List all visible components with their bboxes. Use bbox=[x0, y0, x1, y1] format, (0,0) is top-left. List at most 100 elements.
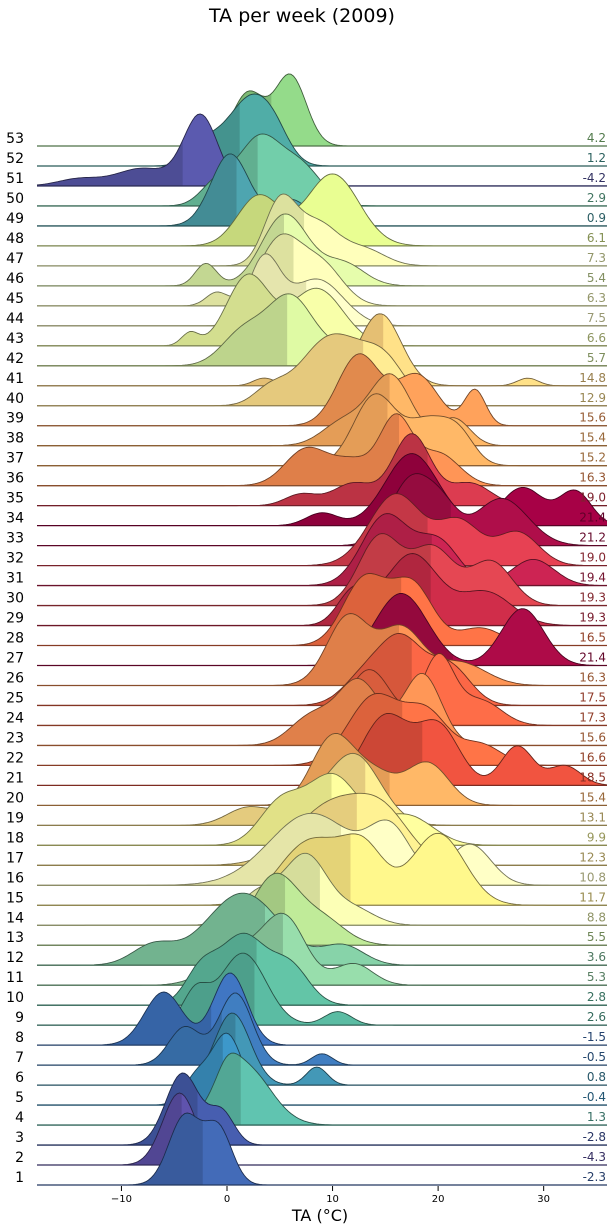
mean-labels: -2.3 -4.3 -2.8 1.3 -0.4 0.8 -0.5 -1.5 2.6 2.8 5.3 3… bbox=[579, 131, 606, 1184]
week-label-33: 33 bbox=[6, 531, 24, 547]
week-label-9: 9 bbox=[15, 1010, 24, 1026]
mean-label-week-12: 3.6 bbox=[587, 950, 606, 964]
ridge-area-left-week-42 bbox=[164, 293, 288, 366]
mean-label-week-33: 21.2 bbox=[579, 531, 606, 545]
mean-label-week-7: -0.5 bbox=[583, 1050, 606, 1064]
week-label-3: 3 bbox=[15, 1130, 24, 1146]
x-tick-label: 20 bbox=[432, 1194, 445, 1205]
ridge-area-left-week-5 bbox=[149, 1034, 223, 1106]
week-label-8: 8 bbox=[15, 1030, 24, 1046]
ridge-area-week-52 bbox=[37, 94, 607, 166]
mean-label-week-36: 16.3 bbox=[579, 471, 606, 485]
ridge-area-left-week-7 bbox=[37, 1010, 222, 1066]
ridge-area-week-2 bbox=[37, 1093, 607, 1165]
mean-label-week-40: 12.9 bbox=[579, 391, 606, 405]
mean-label-week-6: 0.8 bbox=[587, 1070, 606, 1084]
week-label-50: 50 bbox=[6, 191, 24, 207]
ridge-area-week-25 bbox=[37, 633, 607, 706]
mean-label-week-51: -4.2 bbox=[583, 171, 606, 185]
mean-label-week-10: 2.8 bbox=[587, 990, 606, 1004]
week-label-10: 10 bbox=[6, 990, 24, 1006]
mean-label-week-53: 4.2 bbox=[587, 131, 606, 145]
mean-label-week-4: 1.3 bbox=[587, 1110, 606, 1124]
mean-label-week-38: 15.4 bbox=[579, 431, 606, 445]
ridge-area-left-week-43 bbox=[37, 273, 297, 346]
week-label-15: 15 bbox=[6, 890, 24, 906]
mean-label-week-18: 9.9 bbox=[587, 830, 606, 844]
week-label-14: 14 bbox=[6, 910, 24, 926]
ridge-area-left-week-48 bbox=[37, 194, 292, 246]
mean-label-week-24: 17.3 bbox=[579, 710, 606, 724]
ridge-area-left-week-2 bbox=[37, 1093, 182, 1165]
week-label-41: 41 bbox=[6, 371, 24, 387]
mean-label-week-17: 12.3 bbox=[579, 850, 606, 864]
ridge-area-week-6 bbox=[37, 1013, 607, 1086]
x-tick-label: 0 bbox=[224, 1194, 230, 1205]
mean-label-week-44: 7.5 bbox=[587, 311, 606, 325]
ridge-area-week-27 bbox=[37, 593, 607, 666]
week-label-40: 40 bbox=[6, 391, 24, 407]
mean-label-week-28: 16.5 bbox=[579, 631, 606, 645]
ridge-area-week-21 bbox=[37, 713, 607, 786]
week-label-47: 47 bbox=[6, 251, 24, 267]
ridge-area-left-week-51 bbox=[37, 140, 183, 186]
ridge-area-week-14 bbox=[37, 853, 607, 926]
week-label-32: 32 bbox=[6, 551, 24, 567]
mean-label-week-32: 19.0 bbox=[579, 551, 606, 565]
week-label-26: 26 bbox=[6, 671, 24, 687]
week-label-30: 30 bbox=[6, 591, 24, 607]
mean-label-week-19: 13.1 bbox=[579, 810, 606, 824]
ridge-area-week-45 bbox=[37, 233, 607, 306]
ridge-week-40 bbox=[37, 333, 607, 407]
mean-label-week-20: 15.4 bbox=[579, 790, 606, 804]
mean-label-week-37: 15.2 bbox=[579, 451, 606, 465]
ridge-week-53 bbox=[37, 73, 607, 147]
week-label-21: 21 bbox=[6, 770, 24, 786]
ridge-week-36 bbox=[37, 413, 607, 487]
x-tick-label: −10 bbox=[111, 1194, 132, 1205]
ridge-area-left-week-40 bbox=[66, 333, 364, 406]
mean-label-week-11: 5.3 bbox=[587, 970, 606, 984]
ridge-area-week-48 bbox=[37, 173, 607, 246]
week-label-31: 31 bbox=[6, 571, 24, 587]
ridge-area-week-11 bbox=[37, 913, 607, 986]
week-label-42: 42 bbox=[6, 351, 24, 367]
ridge-area-week-35 bbox=[37, 433, 607, 506]
mean-label-week-30: 19.3 bbox=[579, 591, 606, 605]
week-label-12: 12 bbox=[6, 950, 24, 966]
mean-label-week-13: 5.5 bbox=[587, 930, 606, 944]
week-label-27: 27 bbox=[6, 651, 24, 667]
ridge-area-week-30 bbox=[37, 533, 607, 606]
mean-label-week-26: 16.3 bbox=[579, 671, 606, 685]
mean-label-week-5: -0.4 bbox=[583, 1090, 606, 1104]
x-axis: −10 0 10 20 30 bbox=[111, 1186, 550, 1205]
mean-label-week-45: 6.3 bbox=[587, 291, 606, 305]
ridge-week-5 bbox=[37, 1032, 607, 1106]
ridge-area-left-week-35 bbox=[237, 433, 428, 506]
ridge-area-left-week-1 bbox=[37, 1113, 203, 1185]
chart-title: TA per week (2009) bbox=[208, 5, 395, 27]
week-label-35: 35 bbox=[6, 491, 24, 507]
mean-label-week-29: 19.3 bbox=[579, 611, 606, 625]
week-label-43: 43 bbox=[6, 331, 24, 347]
ridge-week-7 bbox=[37, 992, 607, 1066]
week-label-19: 19 bbox=[6, 810, 24, 826]
ridge-area-week-47 bbox=[37, 193, 607, 266]
ridge-area-week-26 bbox=[37, 613, 607, 686]
week-label-2: 2 bbox=[15, 1150, 24, 1166]
week-label-17: 17 bbox=[6, 850, 24, 866]
ridge-area-week-53 bbox=[37, 74, 607, 146]
ridge-area-week-1 bbox=[37, 1113, 607, 1185]
week-label-11: 11 bbox=[6, 970, 24, 986]
ridge-area-left-week-21 bbox=[293, 713, 423, 786]
mean-label-week-34: 21.4 bbox=[579, 511, 606, 525]
week-label-38: 38 bbox=[6, 431, 24, 447]
week-labels: 1234567891011121314151617181920212223242… bbox=[6, 131, 24, 1186]
week-label-25: 25 bbox=[6, 691, 24, 707]
ridge-area-week-29 bbox=[37, 553, 607, 626]
ridge-area-left-week-18 bbox=[37, 773, 332, 846]
x-axis-label: TA (°C) bbox=[291, 1206, 348, 1225]
week-label-20: 20 bbox=[6, 790, 24, 806]
week-label-4: 4 bbox=[15, 1110, 24, 1126]
